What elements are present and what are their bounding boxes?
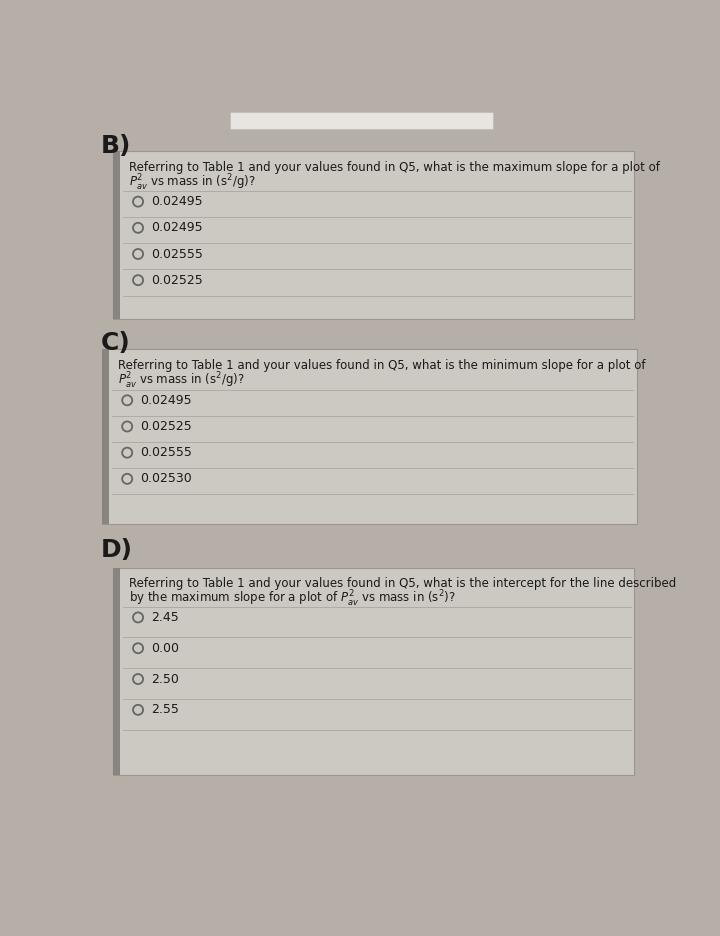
- Text: 0.02530: 0.02530: [140, 473, 192, 486]
- Text: C): C): [101, 331, 130, 355]
- Text: 2.45: 2.45: [151, 611, 179, 624]
- Text: Referring to Table 1 and your values found in Q5, what is the maximum slope for : Referring to Table 1 and your values fou…: [129, 161, 660, 174]
- Bar: [102, 349, 109, 524]
- FancyBboxPatch shape: [230, 112, 493, 129]
- Text: 0.02555: 0.02555: [151, 247, 203, 260]
- Text: 0.02525: 0.02525: [151, 273, 203, 286]
- Text: by the maximum slope for a plot of $P_{av}^{2}$ vs mass in (s$^{2}$)?: by the maximum slope for a plot of $P_{a…: [129, 589, 455, 609]
- Text: $P_{av}^{2}$ vs mass in (s$^{2}$/g)?: $P_{av}^{2}$ vs mass in (s$^{2}$/g)?: [129, 173, 256, 193]
- Text: B): B): [101, 134, 131, 158]
- Text: Referring to Table 1 and your values found in Q5, what is the minimum slope for : Referring to Table 1 and your values fou…: [118, 358, 645, 372]
- Bar: [113, 568, 120, 774]
- Text: 2.55: 2.55: [151, 703, 179, 716]
- FancyBboxPatch shape: [113, 568, 634, 774]
- Text: 0.02495: 0.02495: [151, 221, 203, 234]
- FancyBboxPatch shape: [113, 151, 634, 318]
- Text: 0.02495: 0.02495: [140, 394, 192, 407]
- Text: D): D): [101, 538, 133, 563]
- Text: 0.00: 0.00: [151, 642, 179, 655]
- Text: 0.02555: 0.02555: [140, 446, 192, 460]
- Text: 2.50: 2.50: [151, 673, 179, 685]
- Text: $P_{av}^{2}$ vs mass in (s$^{2}$/g)?: $P_{av}^{2}$ vs mass in (s$^{2}$/g)?: [118, 371, 245, 391]
- FancyBboxPatch shape: [102, 349, 637, 524]
- Bar: [113, 151, 120, 318]
- Text: Referring to Table 1 and your values found in Q5, what is the intercept for the : Referring to Table 1 and your values fou…: [129, 578, 676, 591]
- Text: 0.02525: 0.02525: [140, 420, 192, 433]
- Text: 0.02495: 0.02495: [151, 195, 203, 208]
